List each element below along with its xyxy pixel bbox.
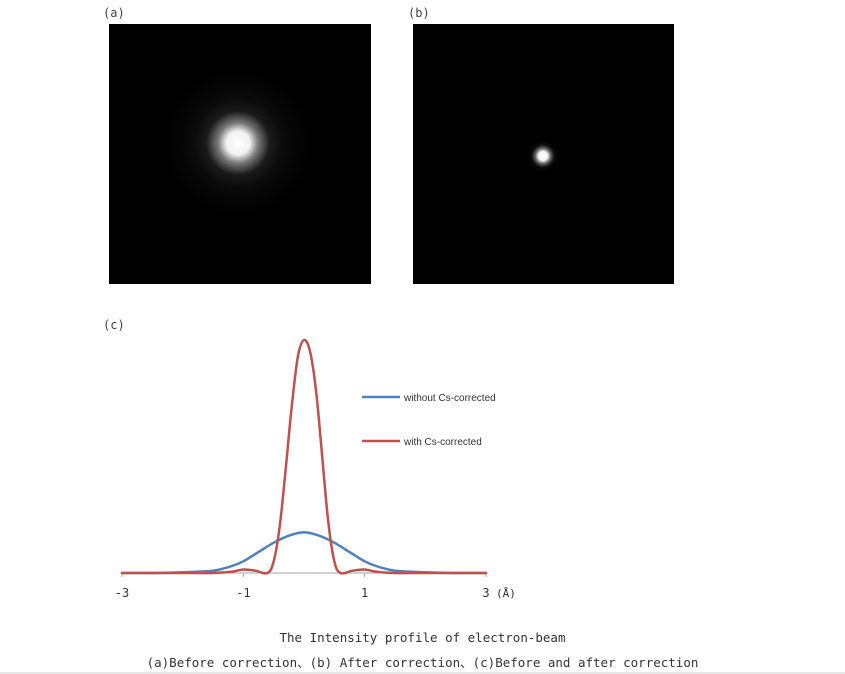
panel-label-c: (c): [103, 318, 125, 332]
intensity-profile-chart: -3 -1 1 3 (Å) without Cs-corrected with Cs-cor…: [115, 338, 516, 600]
x-tick-label-0: -3: [115, 586, 129, 600]
series-line-without-cs: [120, 530, 488, 575]
x-axis-unit: (Å): [496, 587, 516, 600]
x-tick-label-1: -1: [236, 586, 250, 600]
beam-spot-large: [163, 68, 313, 218]
beam-image-after-correction: [413, 24, 674, 284]
x-tick-label-3: 3: [482, 586, 489, 600]
beam-image-before-correction: [109, 24, 371, 284]
panel-label-b: (b): [408, 6, 430, 20]
x-tick-label-2: 1: [361, 586, 368, 600]
panel-label-a: (a): [103, 6, 125, 20]
bottom-divider: [0, 672, 845, 674]
series-line-with-cs: [120, 338, 488, 575]
legend-label-with-cs: with Cs-corrected: [403, 437, 482, 448]
caption-subtitle: (a)Before correction、(b) After correctio…: [146, 655, 699, 670]
legend-label-without-cs: without Cs-corrected: [403, 393, 496, 404]
caption-title: The Intensity profile of electron-beam: [279, 630, 566, 645]
beam-spot-small: [527, 140, 559, 172]
